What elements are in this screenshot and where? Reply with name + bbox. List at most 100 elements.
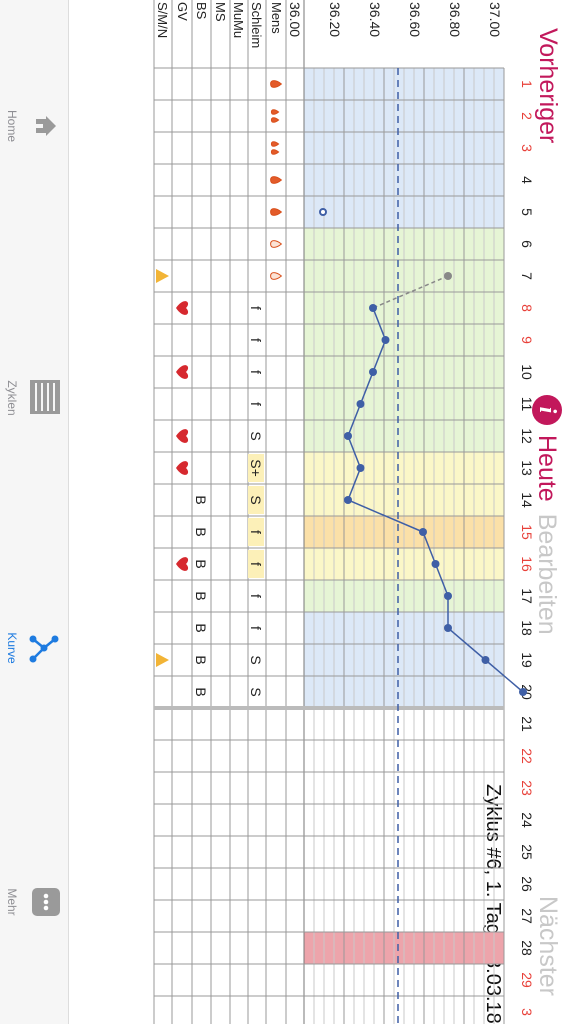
drop-icon	[270, 80, 283, 88]
temperature-point	[481, 656, 490, 664]
day-number: 5	[519, 208, 535, 216]
bs-value: B	[193, 559, 209, 568]
drop-icon	[270, 109, 280, 115]
temperature-point-isolated	[319, 208, 327, 216]
day-number: 17	[519, 588, 535, 604]
schleim-value: f	[248, 626, 264, 630]
temperature-point	[431, 560, 440, 568]
house-icon	[36, 116, 56, 136]
bs-value: B	[193, 623, 209, 632]
schleim-value: f	[248, 370, 264, 374]
heart-icon	[176, 365, 189, 379]
drop-icon	[270, 141, 280, 147]
day-number: 9	[519, 336, 535, 344]
day-number: 3	[519, 1008, 535, 1016]
list-icon	[30, 380, 60, 414]
schleim-value: S	[248, 431, 264, 440]
schleim-value: f	[248, 594, 264, 598]
warning-icon	[156, 269, 169, 283]
day-number: 11	[519, 397, 535, 412]
tab-zyklen[interactable]: Zyklen	[0, 358, 68, 438]
row-label: MS	[213, 2, 228, 22]
tab-bar: Home Zyklen Kurve	[0, 0, 69, 1024]
day-number: 22	[519, 748, 535, 764]
drop-icon	[270, 240, 283, 248]
day-number: 16	[519, 556, 535, 572]
day-number: 3	[519, 144, 535, 152]
row-label: Mens	[269, 2, 284, 34]
row-label: Schleim	[249, 2, 264, 48]
bs-value: B	[193, 527, 209, 536]
schleim-highlight	[248, 518, 264, 546]
day-number: 14	[519, 492, 535, 508]
day-number: 25	[519, 844, 535, 860]
day-number: 7	[519, 272, 535, 280]
y-tick-label: 36.20	[327, 2, 343, 37]
row-label: MuMu	[231, 2, 246, 38]
day-number: 29	[519, 972, 535, 988]
temperature-point	[356, 400, 365, 408]
tab-home-label: Home	[5, 109, 19, 142]
schleim-value: S	[248, 655, 264, 664]
heart-icon	[176, 429, 189, 443]
y-tick-label: 36.80	[447, 2, 463, 37]
row-label: S/M/N	[155, 2, 170, 38]
temperature-point	[369, 304, 377, 312]
day-number: 19	[519, 652, 535, 668]
day-number: 18	[519, 620, 535, 636]
drop-icon	[270, 208, 283, 216]
tab-mehr-label: Mehr	[5, 888, 19, 916]
tab-kurve[interactable]: Kurve	[0, 608, 68, 688]
day-number: 4	[519, 176, 535, 184]
day-number: 23	[519, 780, 535, 796]
y-tick-label: 36.60	[407, 2, 423, 37]
day-number: 27	[519, 908, 535, 924]
curve-icon	[29, 635, 59, 663]
drop-icon	[270, 176, 283, 184]
temperature-point	[419, 528, 427, 536]
schleim-highlight	[248, 550, 264, 578]
temperature-point	[444, 624, 452, 632]
schleim-value: S	[248, 687, 264, 696]
schleim-value: f	[248, 338, 264, 342]
y-tick-label: 36.00	[287, 2, 303, 37]
drop-icon	[270, 149, 280, 155]
temperature-point	[381, 336, 390, 344]
tab-home[interactable]: Home	[0, 86, 68, 166]
schleim-value: S	[248, 495, 264, 504]
drop-icon	[270, 272, 283, 280]
temperature-point-excluded	[444, 272, 452, 280]
day-number: 21	[519, 716, 535, 732]
temperature-point	[369, 368, 377, 376]
more-icon	[32, 888, 60, 916]
day-number: 26	[519, 876, 535, 892]
drop-icon	[270, 117, 280, 123]
row-label: GV	[175, 2, 190, 21]
heart-icon	[176, 301, 189, 315]
day-number: 8	[519, 304, 535, 312]
temperature-point	[344, 432, 352, 440]
day-number: 13	[519, 460, 535, 476]
tab-mehr[interactable]: Mehr	[0, 862, 68, 942]
bs-value: B	[193, 687, 209, 696]
bs-value: B	[193, 591, 209, 600]
schleim-value: f	[248, 562, 264, 566]
y-tick-label: 36.40	[367, 2, 383, 37]
day-number: 6	[519, 240, 535, 248]
warning-icon	[156, 653, 169, 667]
temperature-point	[519, 688, 527, 696]
heart-icon	[176, 557, 189, 571]
heart-icon	[176, 461, 189, 475]
day-number: 12	[519, 428, 535, 444]
schleim-highlight	[248, 486, 264, 514]
schleim-value: f	[248, 530, 264, 534]
day-number: 1	[519, 80, 535, 88]
temperature-point	[356, 464, 365, 472]
tab-kurve-label: Kurve	[5, 632, 19, 664]
day-number: 15	[519, 524, 535, 540]
row-label: BS	[194, 2, 209, 20]
day-number: 28	[519, 940, 535, 956]
temperature-point	[444, 592, 452, 600]
day-number: 10	[519, 364, 535, 380]
